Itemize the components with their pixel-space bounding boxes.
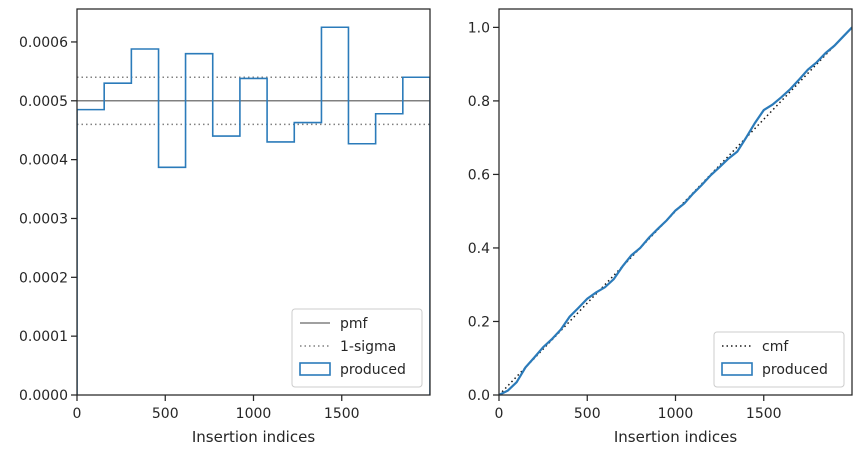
y-tick-label: 0.6 [468, 167, 490, 183]
plot-area [499, 26, 852, 395]
y-tick-label: 0.2 [468, 314, 490, 330]
x-axis-label: Insertion indices [614, 428, 737, 446]
legend-label: cmf [762, 339, 789, 355]
x-tick-label: 1500 [746, 406, 782, 422]
legend-produced-swatch [721, 362, 753, 376]
x-tick-label: 500 [574, 406, 601, 422]
y-tick-label: 0.0003 [19, 211, 68, 227]
y-tick-label: 0.0002 [19, 270, 68, 286]
y-tick-label: 0.0004 [19, 153, 68, 169]
y-tick-label: 0.0005 [19, 94, 68, 110]
y-tick-label: 0.0006 [19, 35, 68, 51]
x-tick-label: 500 [152, 406, 179, 422]
plot-area [77, 26, 430, 395]
x-tick-label: 1500 [324, 406, 360, 422]
produced-histogram [77, 26, 430, 395]
y-tick-label: 0.0000 [19, 388, 68, 404]
x-tick-label: 1000 [236, 406, 272, 422]
legend-label: produced [762, 362, 828, 378]
y-tick-label: 0.8 [468, 94, 490, 110]
x-tick-label: 1000 [658, 406, 694, 422]
legend-box [291, 308, 423, 388]
legend-label: produced [340, 362, 406, 378]
y-tick-label: 0.0 [468, 388, 490, 404]
legend-label: 1-sigma [340, 339, 396, 355]
y-tick-label: 0.4 [468, 241, 490, 257]
legend-box [713, 331, 845, 388]
produced-curve [499, 26, 852, 395]
legend-produced-swatch [299, 362, 331, 376]
panel-1 [71, 8, 431, 401]
x-axis-label: Insertion indices [192, 428, 315, 446]
y-tick-label: 0.0001 [19, 329, 68, 345]
panel-2 [493, 8, 853, 401]
x-tick-label: 0 [495, 406, 504, 422]
x-tick-label: 0 [73, 406, 82, 422]
y-tick-label: 1.0 [468, 20, 490, 36]
legend-label: pmf [340, 316, 369, 332]
